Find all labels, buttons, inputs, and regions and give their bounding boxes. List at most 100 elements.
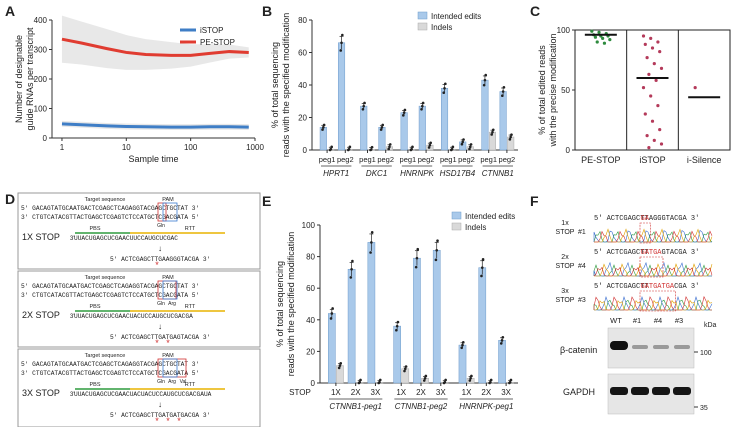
- legend-swatch-intended: [451, 211, 462, 220]
- scatter-point: [645, 56, 649, 60]
- bar-intended: [347, 268, 356, 384]
- scatter-point: [643, 42, 647, 47]
- y-tick-label: 50: [561, 86, 570, 95]
- strand-bottom: 3' CTGTCATACGTTACTGAGCTCGAGTCTCCATGCTCGA…: [21, 292, 199, 299]
- stop-block-1: Target sequence PAM 5' GACAGTATGCAATGACTCG…: [17, 192, 261, 270]
- y-tick-label: 0: [566, 146, 571, 155]
- edit-box: [157, 202, 167, 222]
- data-point: [427, 146, 431, 149]
- data-point: [338, 364, 342, 367]
- bar-intended: [458, 344, 467, 384]
- legend-label-indels: Indels: [465, 223, 486, 232]
- scatter-point: [649, 36, 653, 41]
- data-point: [339, 49, 343, 52]
- trace-label-line2: STOP: [556, 297, 575, 304]
- y-tick-label: 60: [306, 284, 315, 293]
- arrow: ↓: [158, 244, 162, 253]
- data-point: [339, 362, 343, 365]
- amino-acid: Val: [180, 379, 187, 385]
- bar-intended: [440, 88, 449, 151]
- data-point: [359, 378, 362, 382]
- data-point: [480, 266, 484, 269]
- data-point: [395, 324, 399, 328]
- data-point: [429, 141, 432, 145]
- panel-a: A 0 100 200 300 400 1 10 100 1000 Sample time Numbe…: [5, 3, 264, 164]
- scatter-point: [693, 86, 697, 90]
- band-ko: [632, 345, 648, 349]
- scatter-point: [649, 94, 653, 98]
- data-point: [444, 378, 447, 382]
- y-axis-label-line2: reads with the specified modification: [286, 232, 296, 377]
- data-point: [388, 145, 391, 149]
- data-point: [369, 251, 372, 254]
- scatter-point: [645, 134, 649, 138]
- bar-intended: [418, 105, 426, 151]
- product-seq: 5' ACTCGAGCTTGATGATGACGA 3': [110, 412, 210, 419]
- panel-letter-e: E: [262, 193, 271, 209]
- rtt-label: RTT: [185, 226, 196, 232]
- trace-label-line2: STOP: [556, 229, 575, 236]
- chromatogram-3: [594, 230, 713, 243]
- product-seq: 5' ACTCGAGCTTGATGAGTACGA 3': [110, 334, 210, 341]
- data-point: [491, 128, 495, 132]
- data-point: [499, 342, 503, 345]
- pbs-label: PBS: [89, 226, 100, 232]
- data-point: [482, 83, 486, 87]
- amino-acid: Gln: [157, 379, 165, 385]
- group-label: HSD17B4: [440, 169, 476, 178]
- product-seq: 5' ACTCGAGCTTGAAGGGTACGA 3': [110, 256, 210, 263]
- stop-asterisk: *: [155, 416, 159, 426]
- group-label: CTNNB1-peg1: [329, 402, 381, 411]
- legend-label-intended: Intended edits: [431, 12, 481, 21]
- data-point: [490, 133, 493, 136]
- data-point: [451, 145, 455, 149]
- data-point: [403, 367, 407, 371]
- x-tick-label: peg1: [440, 155, 457, 164]
- edit-highlight: [639, 290, 676, 312]
- data-point: [380, 125, 384, 129]
- stop-label: 2X STOP: [22, 310, 60, 320]
- legend-label-intended: Intended edits: [465, 212, 515, 221]
- data-point: [462, 138, 465, 141]
- scatter-point: [658, 128, 662, 132]
- data-point: [403, 369, 406, 373]
- data-point: [331, 307, 334, 310]
- trace-seq-post: GTACGA 3': [662, 249, 700, 257]
- strand-bottom: 3' CTGTCATACGTTACTGAGCTCGAGTCTCCATGCTCGA…: [21, 370, 199, 377]
- data-point: [469, 376, 472, 380]
- data-point: [322, 123, 326, 127]
- amino-acid: Gln: [157, 223, 165, 229]
- strand-top: 5' GACAGTATGCAATGACTCGAGCTCAGAGGTACGAGCT…: [21, 361, 199, 368]
- band-label-gapdh: GAPDH: [563, 387, 595, 397]
- bar-intended: [337, 42, 346, 151]
- y-tick-label: 20: [298, 114, 307, 123]
- y-tick-label: 0: [303, 146, 308, 155]
- x-tick-label: 3X: [371, 388, 381, 397]
- x-tick-label: peg1: [359, 155, 376, 164]
- y-tick-label: 100: [34, 105, 48, 114]
- x-tick-label: peg1: [480, 155, 497, 164]
- block-frame: [17, 270, 261, 348]
- lane-label: WT: [610, 316, 622, 325]
- data-point: [361, 107, 365, 111]
- data-point: [378, 380, 381, 384]
- data-point: [341, 33, 344, 37]
- trace-label-line1: 3x: [561, 288, 569, 295]
- data-point: [509, 135, 512, 139]
- x-tick-label: peg2: [458, 155, 475, 164]
- data-point: [347, 147, 351, 151]
- y-axis-label-line1: % of total edited reads: [537, 45, 547, 135]
- y-axis-label-line2: with the precise modification: [548, 33, 558, 147]
- group-label: DKC1: [366, 169, 387, 178]
- x-tick-label: 2X: [351, 388, 361, 397]
- data-point: [443, 380, 447, 384]
- group-label: CTNNB1-peg2: [395, 402, 448, 411]
- scatter-point: [602, 41, 607, 45]
- data-point: [483, 78, 487, 82]
- trace-seq-red: GA: [641, 215, 650, 223]
- amino-acid: Arg: [168, 301, 176, 307]
- x-tick-label: peg1: [400, 155, 417, 164]
- data-point: [363, 101, 366, 105]
- trace-label-line2: STOP: [556, 263, 575, 270]
- pegrna-seq: UUACUGAGCUCGAACUACUCCAUGCUCGACGA: [74, 313, 193, 320]
